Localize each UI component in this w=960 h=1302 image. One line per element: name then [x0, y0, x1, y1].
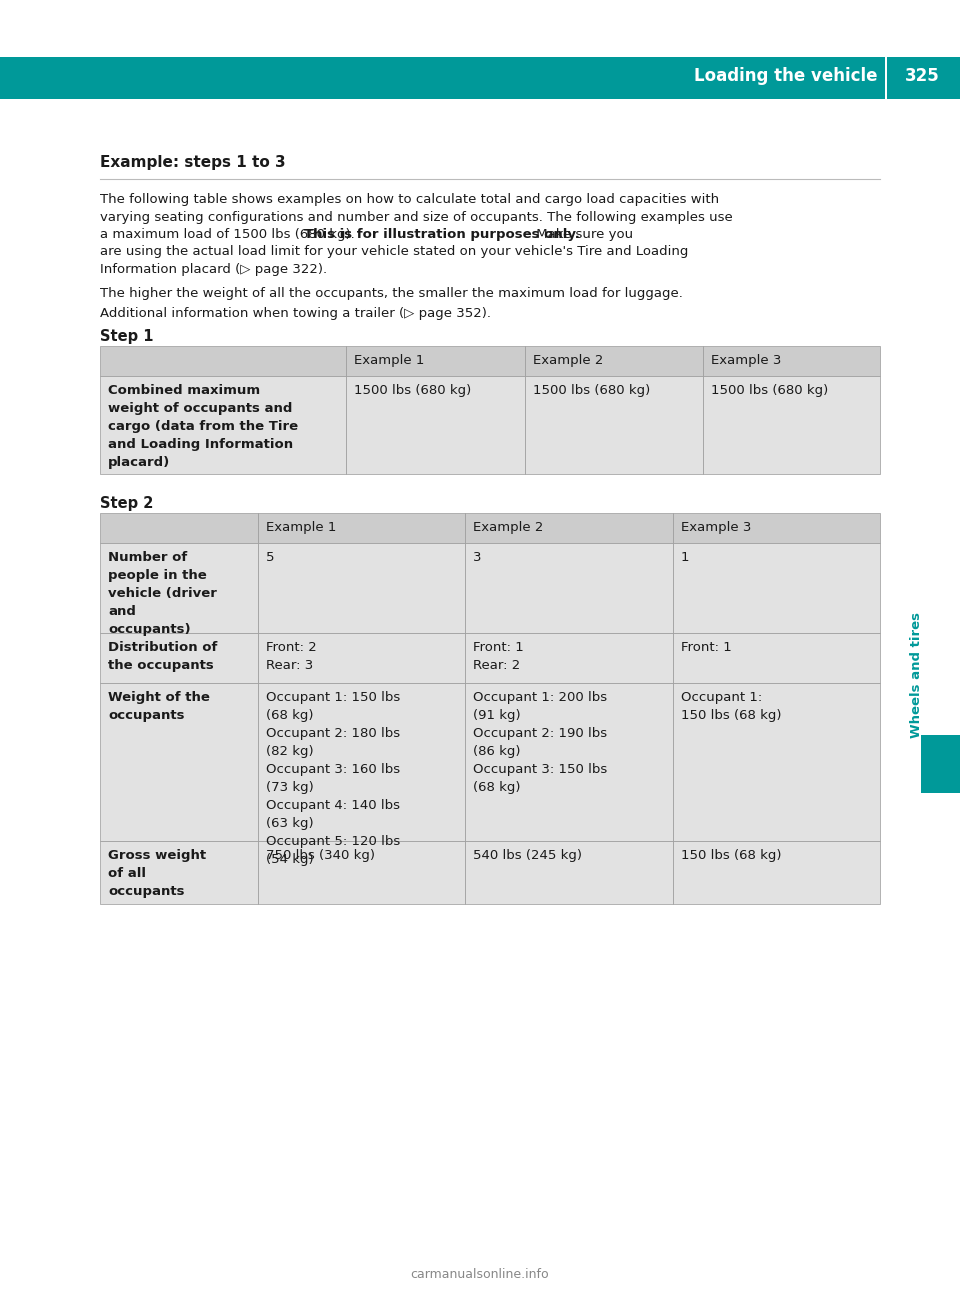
Text: a maximum load of 1500 lbs (680 kg).: a maximum load of 1500 lbs (680 kg). — [100, 228, 359, 241]
Bar — [525, 376, 703, 474]
Text: Loading the vehicle: Loading the vehicle — [693, 66, 877, 85]
Bar — [465, 684, 673, 841]
Bar — [673, 684, 880, 841]
Bar — [100, 513, 257, 543]
Bar — [673, 633, 880, 684]
Bar — [100, 376, 346, 474]
Text: 750 lbs (340 kg): 750 lbs (340 kg) — [266, 849, 374, 862]
Text: Wheels and tires: Wheels and tires — [909, 612, 923, 738]
Text: Front: 1
Rear: 2: Front: 1 Rear: 2 — [473, 641, 524, 672]
Bar — [346, 376, 525, 474]
Text: carmanualsonline.info: carmanualsonline.info — [411, 1268, 549, 1281]
Bar — [703, 346, 880, 376]
Text: 5: 5 — [266, 551, 274, 564]
Text: The following table shows examples on how to calculate total and cargo load capa: The following table shows examples on ho… — [100, 193, 719, 206]
Text: 325: 325 — [905, 66, 940, 85]
Bar — [257, 513, 465, 543]
Text: 1500 lbs (680 kg): 1500 lbs (680 kg) — [353, 384, 471, 397]
Bar — [100, 543, 257, 633]
Bar — [885, 57, 887, 99]
Text: Front: 2
Rear: 3: Front: 2 Rear: 3 — [266, 641, 316, 672]
Text: Occupant 1: 150 lbs
(68 kg)
Occupant 2: 180 lbs
(82 kg)
Occupant 3: 160 lbs
(73 : Occupant 1: 150 lbs (68 kg) Occupant 2: … — [266, 691, 399, 866]
Bar — [921, 736, 960, 793]
Bar — [465, 841, 673, 904]
Text: Occupant 1: 200 lbs
(91 kg)
Occupant 2: 190 lbs
(86 kg)
Occupant 3: 150 lbs
(68 : Occupant 1: 200 lbs (91 kg) Occupant 2: … — [473, 691, 608, 794]
Text: Step 2: Step 2 — [100, 496, 154, 510]
Text: Example 2: Example 2 — [473, 521, 543, 534]
Bar — [257, 543, 465, 633]
Text: Example 1: Example 1 — [266, 521, 336, 534]
Text: Information placard (▷ page 322).: Information placard (▷ page 322). — [100, 263, 327, 276]
Bar — [100, 841, 257, 904]
Bar — [673, 543, 880, 633]
Text: 1500 lbs (680 kg): 1500 lbs (680 kg) — [711, 384, 828, 397]
Text: The higher the weight of all the occupants, the smaller the maximum load for lug: The higher the weight of all the occupan… — [100, 286, 683, 299]
Bar — [100, 346, 346, 376]
Bar — [465, 513, 673, 543]
Text: Front: 1: Front: 1 — [681, 641, 732, 654]
Text: Make sure you: Make sure you — [533, 228, 634, 241]
Text: Gross weight
of all
occupants: Gross weight of all occupants — [108, 849, 206, 898]
Text: 150 lbs (68 kg): 150 lbs (68 kg) — [681, 849, 781, 862]
Bar — [673, 841, 880, 904]
Bar — [703, 376, 880, 474]
Bar — [465, 543, 673, 633]
Text: Example 3: Example 3 — [711, 354, 781, 367]
Bar — [0, 57, 960, 99]
Bar — [257, 633, 465, 684]
Text: Example 3: Example 3 — [681, 521, 751, 534]
Text: Step 1: Step 1 — [100, 329, 154, 344]
Text: Combined maximum
weight of occupants and
cargo (data from the Tire
and Loading I: Combined maximum weight of occupants and… — [108, 384, 299, 469]
Text: 1500 lbs (680 kg): 1500 lbs (680 kg) — [533, 384, 650, 397]
Text: 3: 3 — [473, 551, 482, 564]
Bar — [100, 684, 257, 841]
Bar — [100, 633, 257, 684]
Text: This is for illustration purposes only.: This is for illustration purposes only. — [304, 228, 580, 241]
Bar — [257, 841, 465, 904]
Text: varying seating configurations and number and size of occupants. The following e: varying seating configurations and numbe… — [100, 211, 732, 224]
Text: are using the actual load limit for your vehicle stated on your vehicle's Tire a: are using the actual load limit for your… — [100, 246, 688, 259]
Bar — [673, 513, 880, 543]
Text: Example 2: Example 2 — [533, 354, 604, 367]
Text: Example: steps 1 to 3: Example: steps 1 to 3 — [100, 155, 286, 171]
Text: 540 lbs (245 kg): 540 lbs (245 kg) — [473, 849, 582, 862]
Text: Additional information when towing a trailer (▷ page 352).: Additional information when towing a tra… — [100, 307, 491, 320]
Bar — [465, 633, 673, 684]
Text: Number of
people in the
vehicle (driver
and
occupants): Number of people in the vehicle (driver … — [108, 551, 217, 635]
Bar — [257, 684, 465, 841]
Text: 1: 1 — [681, 551, 689, 564]
Text: Weight of the
occupants: Weight of the occupants — [108, 691, 210, 723]
Text: Occupant 1:
150 lbs (68 kg): Occupant 1: 150 lbs (68 kg) — [681, 691, 781, 723]
Bar — [346, 346, 525, 376]
Text: Example 1: Example 1 — [353, 354, 424, 367]
Text: Distribution of
the occupants: Distribution of the occupants — [108, 641, 217, 672]
Bar — [525, 346, 703, 376]
